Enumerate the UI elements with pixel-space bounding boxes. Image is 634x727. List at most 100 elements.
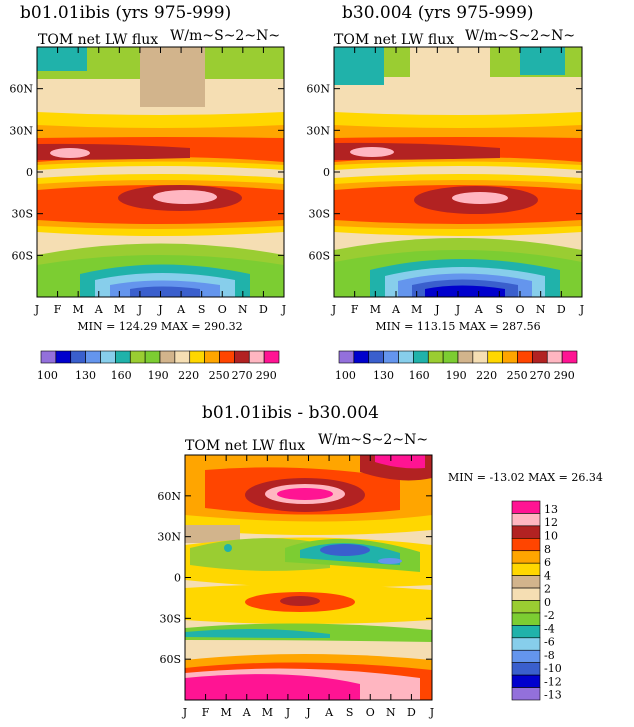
y-tick-label: 30S [11,208,33,221]
x-tick-label: F [202,706,210,719]
x-tick-label: D [259,303,268,316]
panel-a: b01.01ibis (yrs 975-999) TOM net LW flux… [9,3,286,382]
fill-band [452,192,508,204]
colorbar-label: 290 [256,369,277,382]
colorbar-swatch [129,350,146,364]
fill-band [277,488,333,500]
colorbar-label: -6 [544,636,555,649]
colorbar-label: 220 [476,369,497,382]
y-tick-label: 30S [308,208,330,221]
panel-b-units: W/m~S~2~N~ [465,28,575,44]
x-tick-label: M [73,303,84,316]
fill-band [280,596,320,606]
x-tick-label: F [351,303,359,316]
x-tick-label: J [429,706,434,719]
colorbar-swatch [115,350,131,364]
colorbar-swatch [511,649,541,663]
colorbar-label: 100 [37,369,58,382]
fill-band [130,286,200,297]
colorbar-label: 100 [335,369,356,382]
colorbar-swatch [338,350,355,364]
colorbar-label: 290 [554,369,575,382]
colorbar-swatch [457,350,474,364]
colorbar-swatch [511,562,541,576]
y-tick-label: 60S [308,249,330,262]
colorbar-label: 220 [178,369,199,382]
x-tick-label: F [54,303,62,316]
colorbar-swatch [442,350,459,364]
y-tick-label: 60N [9,83,33,96]
x-tick-label: M [411,303,422,316]
colorbar-swatch [55,350,72,364]
colorbar-label: 8 [544,543,551,556]
colorbar-swatch [472,350,489,364]
colorbar-swatch [561,350,578,364]
colorbar-label: -10 [544,662,562,675]
x-tick-label: N [238,303,248,316]
y-tick-label: 30N [157,531,181,544]
x-tick-label: M [262,706,273,719]
y-tick-label: 30N [306,124,330,137]
panel-c-stats: MIN = -13.02 MAX = 26.34 [448,471,603,484]
x-tick-label: S [496,303,504,316]
panel-b-colorbar: 100 130 160 190 220 250 270 290 [335,350,578,382]
colorbar-swatch [383,350,399,364]
fill-band [334,47,384,85]
x-tick-label: J [434,303,439,316]
colorbar-label: 160 [409,369,430,382]
colorbar-label: 13 [544,503,558,516]
fill-band [224,544,232,552]
colorbar-swatch [263,350,280,364]
colorbar-swatch [204,350,220,364]
colorbar-swatch [511,625,541,639]
x-tick-label: J [137,303,142,316]
colorbar-label: -2 [544,609,555,622]
fill-band [350,147,394,157]
colorbar-label: 12 [544,516,558,529]
x-tick-label: S [346,706,354,719]
colorbar-swatch [511,587,541,601]
colorbar-swatch [100,350,116,364]
colorbar-swatch [353,350,370,364]
colorbar-swatch [40,350,57,364]
colorbar-swatch [511,662,541,676]
colorbar-swatch [511,674,541,688]
panel-c-units: W/m~S~2~N~ [318,432,428,448]
fill-band [185,674,360,700]
colorbar-swatch [189,350,205,364]
colorbar-swatch [511,525,541,539]
x-tick-label: J [285,706,290,719]
x-tick-label: S [198,303,206,316]
x-tick-label: J [455,303,460,316]
colorbar-label: 2 [544,583,551,596]
fill-band [520,47,565,75]
y-tick-label: 0 [323,166,330,179]
colorbar-swatch [413,350,429,364]
fill-band [378,558,402,564]
panel-a-title: b01.01ibis (yrs 975-999) [20,3,231,23]
x-tick-label: O [515,303,524,316]
fill-band [375,455,425,469]
fill-band [37,47,87,71]
panel-b-stats: MIN = 113.15 MAX = 287.56 [375,320,540,333]
colorbar-swatch [511,600,541,614]
x-tick-label: J [182,706,187,719]
fill-band [140,47,205,107]
colorbar-label: 160 [111,369,132,382]
fill-band [320,544,370,556]
y-tick-label: 60S [11,249,33,262]
colorbar-swatch [532,350,548,364]
colorbar-swatch [511,637,541,651]
fill-band [410,47,490,82]
fill-band [185,628,330,638]
colorbar-swatch [487,350,503,364]
colorbar-swatch [368,350,384,364]
colorbar-swatch [502,350,518,364]
panel-a-contours [37,47,284,297]
panel-a-subtitle: TOM net LW flux [38,32,158,48]
panel-b-subtitle: TOM net LW flux [334,32,454,48]
x-tick-label: J [579,303,584,316]
